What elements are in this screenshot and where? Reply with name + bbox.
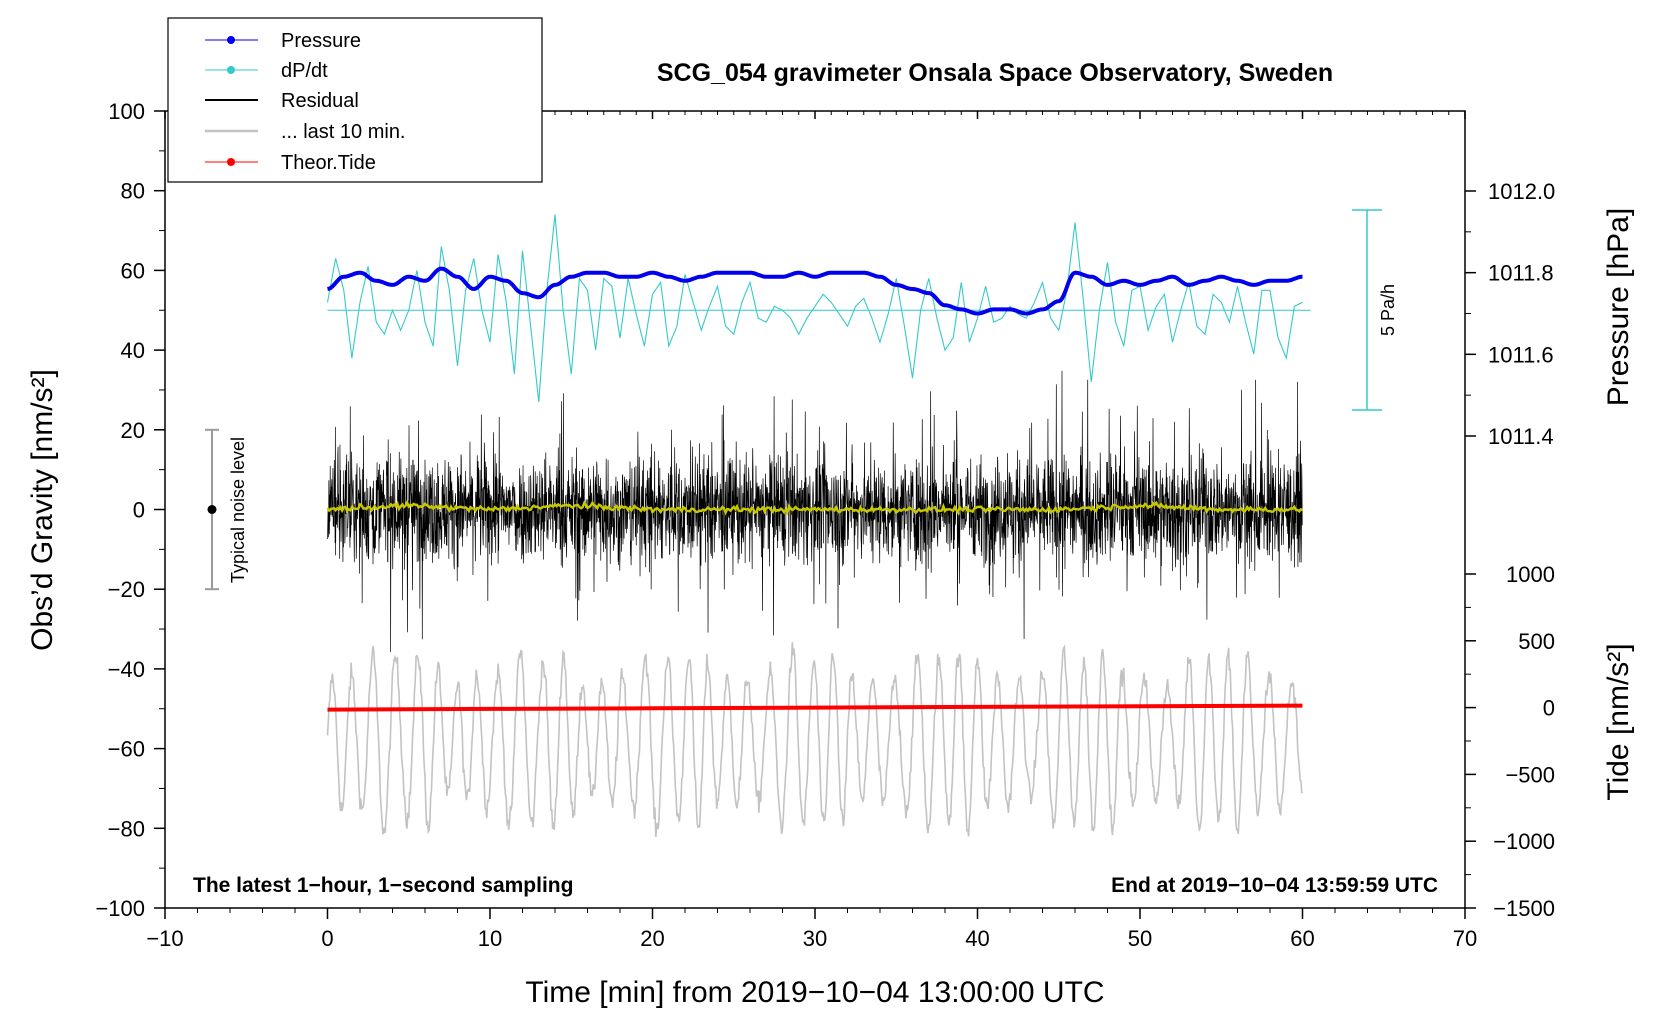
x-tick-label: 60	[1290, 926, 1314, 951]
tide-tick-label: 500	[1518, 629, 1555, 654]
legend-item-dpdt: dP/dt	[205, 60, 328, 82]
legend-item-pressure: Pressure	[205, 30, 361, 52]
legend-item-theor-tide: Theor.Tide	[205, 152, 376, 174]
y-tick-label: −100	[95, 896, 145, 921]
end-time-note: End at 2019−10−04 13:59:59 UTC	[1111, 874, 1438, 897]
legend-label-last-10-min: ... last 10 min.	[281, 121, 406, 143]
y-tick-label: −60	[108, 737, 145, 762]
pressure-tick-label: 1011.8	[1488, 261, 1554, 286]
residual-series	[327, 370, 1303, 652]
legend-label-residual: Residual	[281, 90, 359, 112]
legend: Pressure dP/dt Residual ... last 10 min.…	[167, 17, 543, 183]
tide-tick-label: −1500	[1493, 896, 1555, 921]
y-axis-label-pressure: Pressure [hPa]	[1602, 208, 1635, 406]
dpdt-scale-label: 5 Pa/h	[1378, 284, 1398, 336]
y-axis-label-gravity: Obs’d Gravity [nm/s²]	[26, 369, 59, 651]
smoothed-residual-line	[326, 499, 1303, 516]
y-axis-tide: −1500 −1000 −500 0 500 1000	[1465, 562, 1555, 921]
x-axis-label: Time [min] from 2019−10−04 13:00:00 UTC	[525, 976, 1104, 1009]
y-axis-pressure: 1011.4 1011.6 1011.8 1012.0	[1465, 179, 1555, 449]
tide-tick-label: −1000	[1493, 829, 1555, 854]
x-axis: −10 0 10 20 30 40 50 60 70	[146, 111, 1477, 951]
x-tick-label: 10	[478, 926, 502, 951]
theor-tide-line	[327, 703, 1303, 712]
legend-marker-dpdt	[227, 66, 235, 74]
y-axis-gravity: −100 −80 −60 −40 −20 0 20 40 60 80 100	[95, 99, 165, 921]
legend-label-theor-tide: Theor.Tide	[281, 152, 376, 174]
pressure-tick-label: 1011.6	[1488, 342, 1554, 367]
legend-label-pressure: Pressure	[281, 30, 361, 52]
y-tick-label: 80	[121, 179, 145, 204]
residual-line	[327, 370, 1303, 652]
x-tick-label: 70	[1453, 926, 1477, 951]
pressure-tick-label: 1012.0	[1488, 179, 1555, 204]
pressure-series	[327, 266, 1303, 316]
x-tick-label: 0	[321, 926, 333, 951]
noise-level-marker: Typical noise level	[205, 428, 248, 591]
noise-level-dot	[207, 505, 217, 514]
pressure-tick-label: 1011.4	[1488, 424, 1554, 449]
tide-tick-label: 1000	[1506, 562, 1555, 587]
y-tick-label: −80	[108, 816, 145, 841]
tide-tick-label: −500	[1505, 762, 1555, 787]
tide-tick-label: 0	[1543, 696, 1555, 721]
y-tick-label: 40	[121, 338, 145, 363]
sampling-note: The latest 1−hour, 1−second sampling	[193, 874, 573, 897]
y-tick-label: 100	[108, 99, 145, 124]
noise-level-label: Typical noise level	[228, 437, 248, 583]
legend-marker-theor-tide	[227, 158, 235, 166]
y-tick-label: −20	[108, 577, 145, 602]
smoothed-residual-series	[326, 499, 1303, 516]
y-axis-label-tide: Tide [nm/s²]	[1602, 643, 1635, 800]
chart-title: SCG_054 gravimeter Onsala Space Observat…	[657, 59, 1333, 87]
legend-marker-pressure	[227, 36, 235, 44]
y-tick-label: 0	[133, 498, 145, 523]
y-tick-label: 20	[121, 418, 145, 443]
pressure-line	[327, 266, 1303, 316]
x-tick-label: 30	[803, 926, 827, 951]
x-tick-label: 20	[640, 926, 664, 951]
legend-item-last-10-min: ... last 10 min.	[205, 121, 406, 143]
x-tick-label: −10	[146, 926, 183, 951]
theor-tide-series	[327, 703, 1303, 712]
legend-label-dpdt: dP/dt	[281, 60, 328, 82]
dpdt-scale-bar: 5 Pa/h	[1352, 209, 1398, 411]
y-tick-label: 60	[121, 258, 145, 283]
x-tick-label: 50	[1128, 926, 1152, 951]
x-tick-label: 40	[965, 926, 989, 951]
y-tick-label: −40	[108, 657, 145, 682]
legend-item-residual: Residual	[205, 90, 359, 112]
